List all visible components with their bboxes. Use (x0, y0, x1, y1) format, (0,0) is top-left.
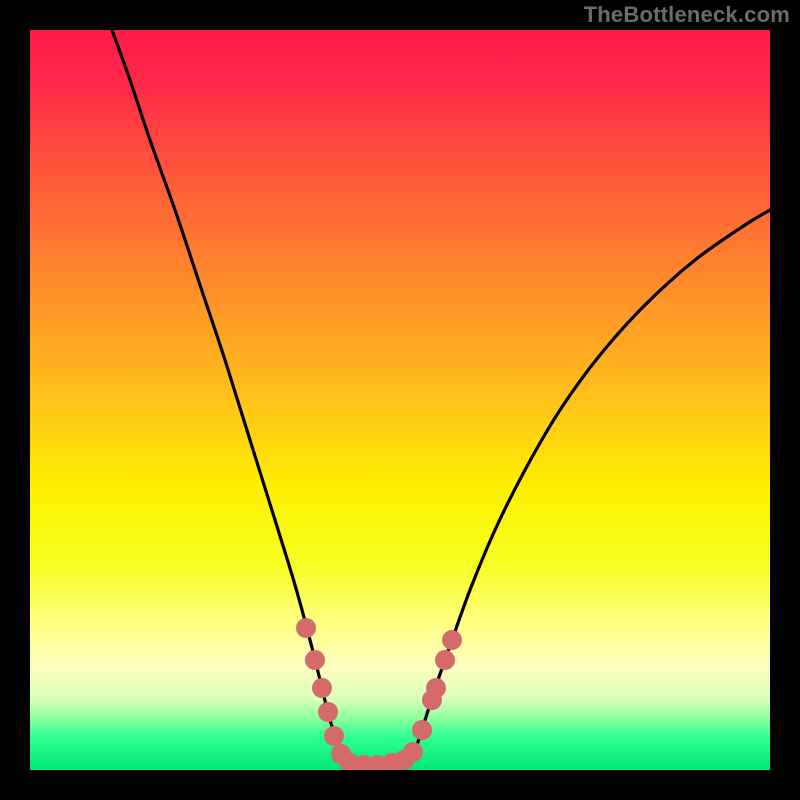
curve-marker (442, 630, 462, 650)
curve-marker (412, 720, 432, 740)
curve-marker (312, 678, 332, 698)
chart-svg (0, 0, 800, 800)
plot-background (30, 30, 770, 770)
curve-marker (426, 678, 446, 698)
curve-marker (305, 650, 325, 670)
chart-frame: TheBottleneck.com (0, 0, 800, 800)
watermark-text: TheBottleneck.com (584, 2, 790, 28)
curve-marker (403, 742, 423, 762)
curve-marker (324, 726, 344, 746)
curve-marker (435, 650, 455, 670)
curve-marker (296, 618, 316, 638)
curve-marker (318, 702, 338, 722)
